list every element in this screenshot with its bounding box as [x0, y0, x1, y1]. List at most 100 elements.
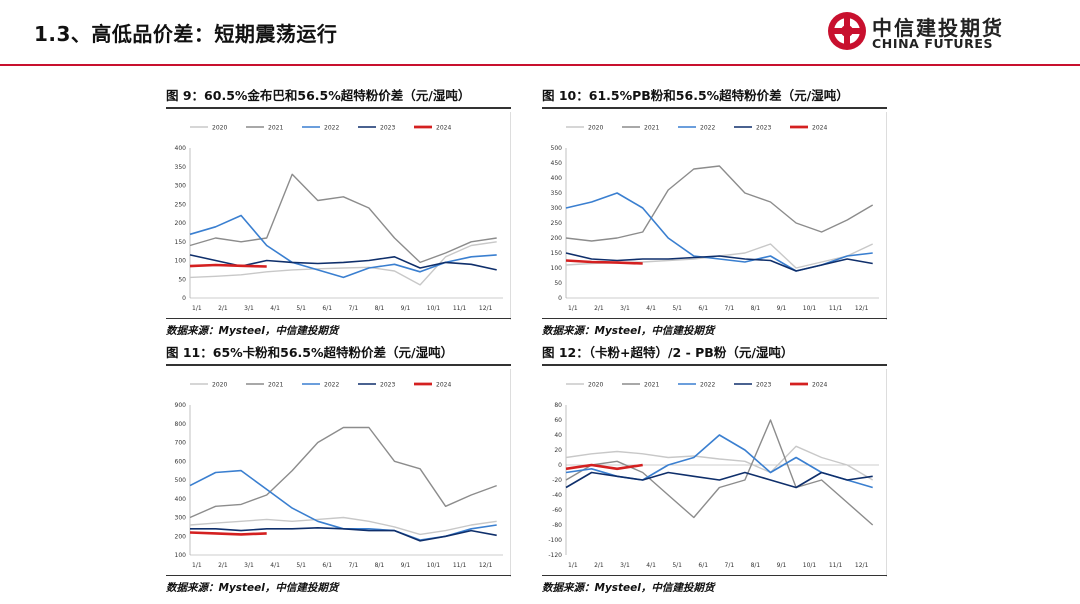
y-tick-label: 150: [551, 250, 563, 257]
page-title: 1.3、高低品价差：短期震荡运行: [34, 22, 338, 46]
chart-area: 2020 2021 2022 2023 2024 -120 -100 -80 -60 -40 -20…: [542, 369, 887, 577]
y-tick-label: -20: [552, 477, 562, 484]
y-axis: 0 50 100 150 200 250 300 350 400: [175, 145, 187, 302]
x-axis: 1/1 2/1 3/1 4/1 5/1 6/1 7/1 8/1 9/1 10/1 11/1 12/1: [568, 562, 869, 569]
legend-label: 2023: [756, 125, 771, 132]
legend: 2020 2021 2022 2023 2024: [190, 125, 451, 132]
y-tick-label: 250: [175, 201, 187, 208]
y-tick-label: 20: [554, 447, 562, 454]
x-tick-label: 3/1: [244, 305, 254, 312]
figure-title-rule: [166, 107, 511, 109]
y-tick-label: 500: [551, 145, 563, 152]
legend-label: 2021: [268, 125, 283, 132]
legend: 2020 2021 2022 2023 2024: [566, 382, 827, 389]
legend-label: 2022: [700, 382, 715, 389]
x-tick-label: 4/1: [646, 305, 656, 312]
y-tick-label: 0: [558, 295, 562, 302]
x-axis: 1/1 2/1 3/1 4/1 5/1 6/1 7/1 8/1 9/1 10/1 11/1 12/1: [192, 562, 493, 569]
y-tick-label: 200: [551, 235, 563, 242]
y-tick-label: 250: [551, 220, 563, 227]
x-tick-label: 10/1: [427, 562, 441, 569]
y-tick-label: 80: [554, 402, 562, 409]
line-chart: 2020 2021 2022 2023 2024 -120 -100 -80 -60 -40 -20…: [548, 382, 879, 569]
source-rule: [542, 318, 887, 319]
legend: 2020 2021 2022 2023 2024: [190, 382, 451, 389]
x-tick-label: 3/1: [620, 562, 630, 569]
y-axis: 0 50 100 150 200 250 300 350 400 450 500: [551, 145, 563, 302]
x-tick-label: 11/1: [829, 305, 843, 312]
x-tick-label: 8/1: [375, 562, 385, 569]
x-tick-label: 2/1: [594, 305, 604, 312]
header-divider: [0, 64, 1080, 66]
y-tick-label: 450: [551, 160, 563, 167]
line-chart: 2020 2021 2022 2023 2024 0 50 100 150 200 250 300 35…: [175, 125, 503, 312]
x-tick-label: 12/1: [855, 562, 869, 569]
legend-label: 2020: [212, 382, 227, 389]
logo-text-cn: 中信建投期货: [872, 16, 1004, 40]
x-tick-label: 3/1: [620, 305, 630, 312]
y-tick-label: 100: [175, 552, 187, 559]
figure-title-rule: [166, 364, 511, 366]
legend-label: 2021: [644, 125, 659, 132]
x-tick-label: 6/1: [698, 305, 708, 312]
legend-label: 2020: [588, 382, 603, 389]
x-tick-label: 5/1: [672, 562, 682, 569]
legend-label: 2021: [268, 382, 283, 389]
x-tick-label: 6/1: [322, 305, 332, 312]
series-line-2021: [565, 419, 874, 526]
figure-title-rule: [542, 107, 887, 109]
series-line-2024: [565, 463, 643, 471]
legend: 2020 2021 2022 2023 2024: [566, 125, 827, 132]
source-note: 数据来源：Mysteel，中信建投期货: [542, 325, 715, 337]
y-tick-label: -120: [548, 552, 562, 559]
x-tick-label: 3/1: [244, 562, 254, 569]
x-tick-label: 7/1: [349, 562, 359, 569]
legend-label: 2024: [812, 125, 827, 132]
chart-area: 2020 2021 2022 2023 2024 0 50 100 150 200 250 300 35…: [166, 112, 511, 320]
y-tick-label: 350: [551, 190, 563, 197]
y-tick-label: -40: [552, 492, 562, 499]
line-chart: 2020 2021 2022 2023 2024 100 200 300 400 500 600 70…: [175, 382, 503, 569]
x-tick-label: 4/1: [270, 562, 280, 569]
x-tick-label: 12/1: [479, 562, 493, 569]
series-line-2020: [565, 445, 874, 481]
x-tick-label: 11/1: [829, 562, 843, 569]
x-tick-label: 7/1: [725, 305, 735, 312]
x-tick-label: 5/1: [296, 305, 306, 312]
legend-label: 2020: [212, 125, 227, 132]
y-tick-label: 150: [175, 239, 187, 246]
x-tick-label: 8/1: [375, 305, 385, 312]
source-rule: [166, 318, 511, 319]
x-tick-label: 11/1: [453, 562, 467, 569]
series-line-2024: [189, 531, 267, 536]
x-tick-label: 12/1: [855, 305, 869, 312]
x-axis: 1/1 2/1 3/1 4/1 5/1 6/1 7/1 8/1 9/1 10/1 11/1 12/1: [192, 305, 493, 312]
source-note: 数据来源：Mysteel，中信建投期货: [166, 325, 339, 337]
chart-area: 2020 2021 2022 2023 2024 0 50 100 150 200 250 300 35…: [542, 112, 887, 320]
figure-title: 图 10：61.5%PB粉和56.5%超特粉价差（元/湿吨）: [542, 88, 849, 103]
y-tick-label: 50: [178, 276, 186, 283]
x-tick-label: 9/1: [401, 305, 411, 312]
y-axis: 100 200 300 400 500 600 700 800 900: [175, 402, 187, 559]
company-logo: 中信建投期货 CHINA FUTURES: [826, 8, 1056, 58]
x-tick-label: 6/1: [698, 562, 708, 569]
legend-label: 2020: [588, 125, 603, 132]
x-tick-label: 5/1: [296, 562, 306, 569]
x-tick-label: 10/1: [427, 305, 441, 312]
source-note: 数据来源：Mysteel，中信建投期货: [542, 582, 715, 594]
y-tick-label: -100: [548, 537, 562, 544]
source-note: 数据来源：Mysteel，中信建投期货: [166, 582, 339, 594]
x-tick-label: 2/1: [218, 305, 228, 312]
x-tick-label: 1/1: [192, 562, 202, 569]
y-tick-label: 400: [175, 496, 187, 503]
series-line-2024: [189, 263, 267, 268]
y-tick-label: 40: [554, 432, 562, 439]
chart-panel-9: 图 9：60.5%金布巴和56.5%超特粉价差（元/湿吨） 2020 2021 20…: [166, 85, 686, 347]
x-tick-label: 9/1: [777, 562, 787, 569]
legend-label: 2024: [436, 125, 451, 132]
x-tick-label: 10/1: [803, 562, 817, 569]
legend-label: 2024: [436, 382, 451, 389]
x-tick-label: 9/1: [401, 562, 411, 569]
legend-label: 2023: [756, 382, 771, 389]
page-header: 1.3、高低品价差：短期震荡运行 中信建投期货 CHINA FUTURES: [0, 0, 1080, 66]
